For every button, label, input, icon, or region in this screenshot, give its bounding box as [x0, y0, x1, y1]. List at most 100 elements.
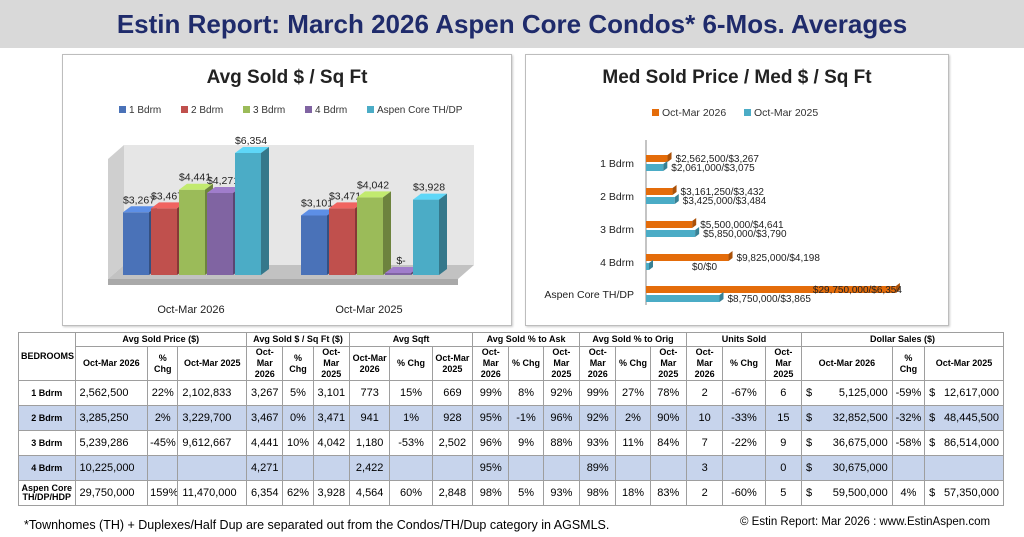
- table-cell: 11%: [615, 430, 651, 456]
- bedroom-cell: 1 Bdrm: [18, 380, 76, 406]
- currency-symbol: $: [805, 462, 813, 474]
- legend-swatch: [243, 106, 250, 113]
- sub-header: Oct-Mar 2026: [472, 346, 510, 381]
- table-cell: 98%: [472, 480, 510, 506]
- chart2-title: Med Sold Price / Med $ / Sq Ft: [602, 67, 872, 88]
- data-label: $-: [396, 255, 406, 267]
- table-cell: 6: [764, 380, 802, 406]
- currency-value: 48,445,500: [943, 412, 999, 424]
- category-label: 1 Bdrm: [600, 158, 634, 170]
- table-cell: 4,564: [348, 480, 391, 506]
- sub-header: Oct-Mar 2026: [685, 346, 724, 381]
- table-cell: 92%: [579, 405, 617, 431]
- table-cell: [389, 455, 433, 481]
- bar: [357, 197, 383, 275]
- bar-top: [123, 206, 157, 213]
- currency-symbol: $: [805, 437, 813, 449]
- med-sold-price-chart-panel: Med Sold Price / Med $ / Sq Ft Oct-Mar 2…: [525, 54, 949, 326]
- table-cell: 3,229,700: [177, 405, 248, 431]
- data-label: $3,928: [413, 182, 445, 194]
- sub-header: % Chg: [389, 346, 433, 381]
- table-cell: [649, 455, 687, 481]
- currency-value: 30,675,000: [832, 462, 888, 474]
- table-cell: 0: [764, 455, 802, 481]
- bar-top: [207, 186, 241, 193]
- table-cell: $12,617,000: [924, 380, 1004, 406]
- table-cell: 3,467: [246, 405, 284, 431]
- group-header: Avg Sqft: [348, 332, 474, 347]
- sub-header: Oct-Mar 2025: [542, 346, 581, 381]
- table-cell: 2,562,500: [74, 380, 149, 406]
- category-label: 3 Bdrm: [600, 224, 634, 236]
- sub-header: Oct-Mar 2025: [649, 346, 687, 381]
- data-label: $4,271: [207, 175, 239, 187]
- bar: [646, 197, 675, 204]
- table-cell: 5: [764, 480, 802, 506]
- data-label: $3,267: [123, 194, 155, 206]
- bar-side: [674, 194, 679, 204]
- bar-top: [385, 267, 419, 273]
- table-cell: 159%: [147, 480, 179, 506]
- legend-label: 1 Bdrm: [129, 105, 161, 116]
- legend-swatch: [652, 109, 659, 116]
- group-header: Dollar Sales ($): [800, 332, 1005, 347]
- table-cell: 90%: [649, 405, 687, 431]
- sub-header: Oct-Mar 2025: [431, 346, 474, 381]
- sub-header: Oct-Mar 2026: [348, 346, 391, 381]
- table-cell: 83%: [649, 480, 687, 506]
- table-cell: 2,422: [348, 455, 391, 481]
- sub-header: Oct-Mar 2026: [579, 346, 617, 381]
- table-cell: 84%: [649, 430, 687, 456]
- table-cell: [615, 455, 651, 481]
- bar: [646, 155, 668, 162]
- legend-swatch: [367, 106, 374, 113]
- group-header: Avg Sold % to Ask: [472, 332, 581, 347]
- legend-label: 3 Bdrm: [253, 105, 285, 116]
- data-label: $0/$0: [692, 262, 717, 273]
- bedroom-cell: 2 Bdrm: [18, 405, 76, 431]
- data-label: $2,562,500/$3,267: [676, 154, 760, 165]
- table-cell: 10: [685, 405, 724, 431]
- table-cell: 18%: [615, 480, 651, 506]
- bar-top: [413, 193, 447, 200]
- category-label: Oct-Mar 2026: [157, 304, 224, 316]
- bar: [646, 286, 896, 293]
- data-label: $29,750,000/$6,354: [813, 285, 902, 296]
- table-cell: 9,612,667: [177, 430, 248, 456]
- stats-table: BEDROOMS Avg Sold Price ($) Avg Sold $ /…: [18, 332, 1005, 506]
- data-label: $3,101: [301, 197, 333, 209]
- sub-header: % Chg: [508, 346, 544, 381]
- sub-header: Oct-Mar 2025: [177, 346, 248, 381]
- bar: [646, 164, 664, 171]
- table-cell: 2: [685, 380, 724, 406]
- data-label: $8,750,000/$3,865: [728, 294, 812, 305]
- bar-top: [235, 147, 269, 153]
- table-cell: 10,225,000: [74, 455, 149, 481]
- currency-symbol: $: [929, 487, 936, 499]
- legend-swatch: [119, 106, 126, 113]
- table-cell: 22%: [147, 380, 179, 406]
- med-sold-price-chart: Oct-Mar 2026 Oct-Mar 2025 1 Bdrm $2,562,500…: [544, 107, 902, 305]
- table-cell: 9%: [508, 430, 544, 456]
- currency-symbol: $: [929, 437, 936, 449]
- table-cell: 15%: [389, 380, 433, 406]
- table-cell: -58%: [891, 430, 926, 456]
- table-cell: 95%: [472, 455, 510, 481]
- footnote: *Townhomes (TH) + Duplexes/Half Dup are …: [24, 518, 610, 532]
- table-cell: $59,500,000: [800, 480, 893, 506]
- table-cell: [508, 455, 544, 481]
- currency-symbol: $: [929, 387, 936, 399]
- bedroom-cell: 3 Bdrm: [18, 430, 76, 456]
- bar-top: [329, 202, 363, 209]
- table-cell: [282, 455, 314, 481]
- table-cell: 941: [348, 405, 391, 431]
- table-cell: -67%: [722, 380, 766, 406]
- table-cell: 10%: [282, 430, 314, 456]
- table-cell: 8%: [508, 380, 544, 406]
- table-cell: [147, 455, 179, 481]
- currency-symbol: $: [929, 412, 936, 424]
- table-cell: 99%: [472, 380, 510, 406]
- sub-header: Oct-Mar 2026: [74, 346, 149, 381]
- table-row: 4 Bdrm 10,225,000 4,271 2,422 95% 89% 3 0 $30,67…: [18, 455, 1004, 481]
- table-cell: [722, 455, 766, 481]
